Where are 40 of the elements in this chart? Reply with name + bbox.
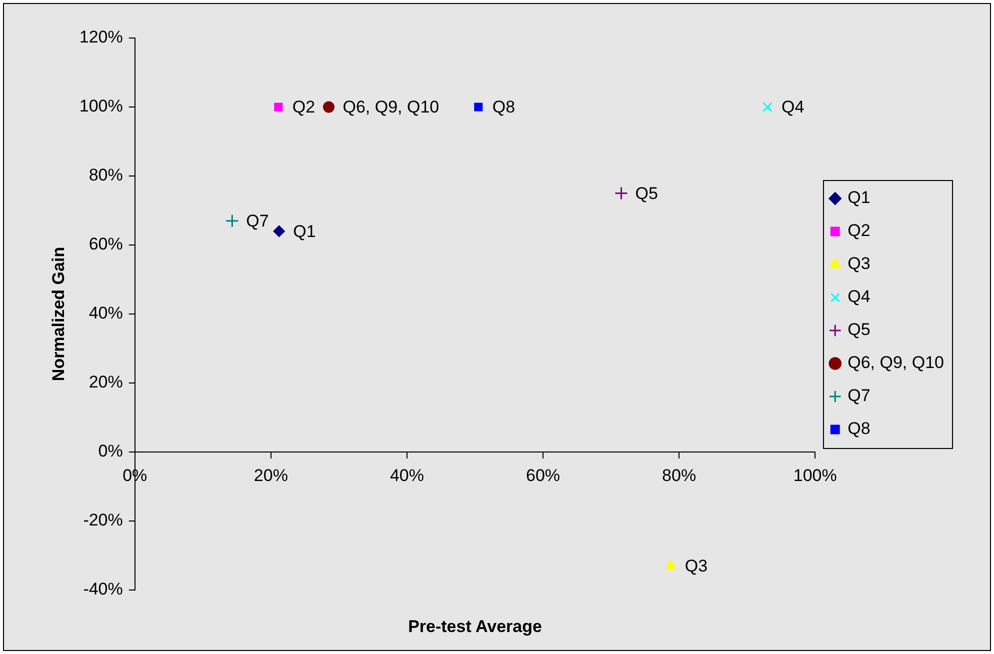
x-tick-label: 60%: [526, 466, 560, 485]
legend-label: Q5: [848, 320, 870, 340]
point: [323, 101, 334, 113]
text: Q7: [246, 212, 269, 231]
text: Q2: [292, 98, 316, 117]
y-tick-label: 60%: [88, 234, 123, 254]
text: Q6, Q9, Q10: [342, 98, 440, 117]
y-tick-label: -20%: [83, 510, 123, 530]
y-axis-title: Normalized Gain: [48, 246, 68, 382]
y-tick-label: 0%: [98, 442, 123, 461]
point: [225, 214, 239, 228]
point: [273, 225, 285, 237]
y-tick-label: 40%: [88, 304, 123, 323]
x-axis-title: Pre-test Average: [408, 617, 542, 636]
y-tick-label: 100%: [79, 96, 123, 116]
y-tick-label: 20%: [88, 372, 123, 392]
legend-label: Q3: [848, 254, 870, 274]
point: [666, 560, 676, 570]
point: [474, 102, 483, 112]
legend-label: Q6, Q9, Q10: [848, 353, 944, 372]
point: [762, 102, 772, 112]
text: Q5: [635, 184, 658, 203]
x-tick-label: 40%: [390, 466, 424, 485]
y-tick-label: -40%: [83, 580, 123, 599]
x-tick-label: 20%: [254, 466, 288, 485]
text: Q3: [684, 556, 708, 576]
legend-label: Q7: [848, 386, 870, 406]
point: [614, 186, 628, 200]
text: Q8: [492, 98, 516, 117]
y-tick-label: 80%: [88, 166, 123, 185]
x-tick-label: 80%: [662, 466, 696, 485]
point: [274, 102, 283, 112]
legend-label: Q4: [848, 287, 870, 306]
legend-label: Q8: [848, 419, 870, 438]
y-tick-label: 120%: [79, 28, 123, 47]
text: Q4: [782, 98, 804, 117]
legend-label: Q1: [848, 188, 870, 208]
x-tick-label: 100%: [793, 466, 837, 485]
text: Q1: [293, 222, 316, 241]
legend-label: Q2: [848, 221, 870, 240]
